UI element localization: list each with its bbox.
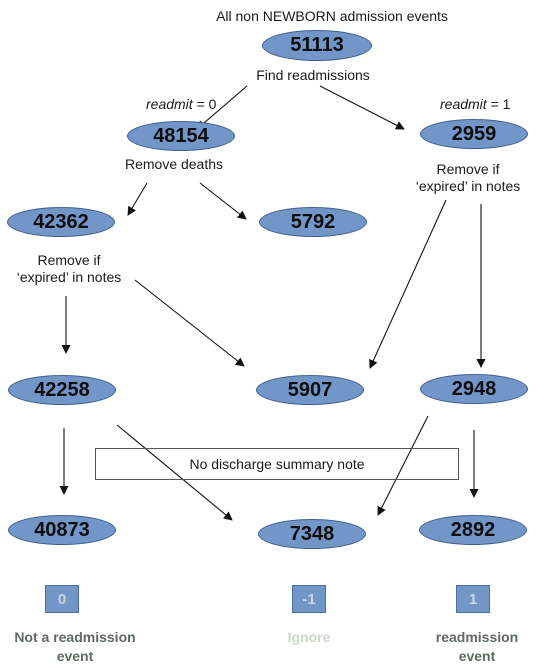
diagram-title: All non NEWBORN admission events bbox=[216, 8, 448, 24]
readmit-0-label: readmit = 0 bbox=[146, 96, 217, 112]
readmit-1-label: readmit = 1 bbox=[440, 96, 511, 112]
arrow-r0-to-dead bbox=[199, 182, 247, 220]
category-label-readmission: readmission event bbox=[435, 629, 519, 664]
node-center-bottom: 7348 bbox=[258, 519, 366, 549]
category-label-not-readmission: Not a readmission event bbox=[14, 629, 136, 664]
node-left-bottom: 40873 bbox=[8, 515, 116, 545]
node-deaths: 5792 bbox=[259, 207, 367, 237]
no-discharge-summary-box: No discharge summary note bbox=[95, 448, 459, 480]
node-left-mid: 42258 bbox=[8, 375, 116, 405]
node-alive: 42362 bbox=[7, 207, 115, 237]
node-readmit-1: 2959 bbox=[420, 119, 528, 149]
find-readmissions-label: Find readmissions bbox=[256, 67, 370, 83]
arrow-r0-to-alive bbox=[127, 182, 148, 216]
arrow-alive-to-center-mid bbox=[134, 279, 245, 367]
remove-deaths-label: Remove deaths bbox=[124, 156, 224, 172]
node-center-mid: 5907 bbox=[256, 375, 364, 405]
arrow-r1-to-center-mid bbox=[369, 199, 447, 369]
category-badge-0: 0 bbox=[45, 585, 79, 613]
category-label-ignore: Ignore bbox=[287, 629, 331, 645]
arrow-right-mid-to-center-bottom bbox=[377, 415, 429, 516]
node-right-bottom: 2892 bbox=[419, 515, 527, 545]
node-all-events: 51113 bbox=[262, 30, 372, 61]
remove-expired-label-left: Remove if ‘expired’ in notes bbox=[16, 252, 122, 285]
category-badge-1: 1 bbox=[456, 585, 490, 613]
remove-expired-label-right: Remove if ‘expired’ in notes bbox=[415, 161, 521, 194]
node-readmit-0: 48154 bbox=[127, 121, 235, 151]
arrow-left-mid-to-center-bottom bbox=[116, 424, 233, 521]
arrow-all-to-r1 bbox=[319, 85, 405, 130]
category-badge-ignore: -1 bbox=[292, 585, 326, 613]
node-right-mid: 2948 bbox=[420, 374, 528, 404]
